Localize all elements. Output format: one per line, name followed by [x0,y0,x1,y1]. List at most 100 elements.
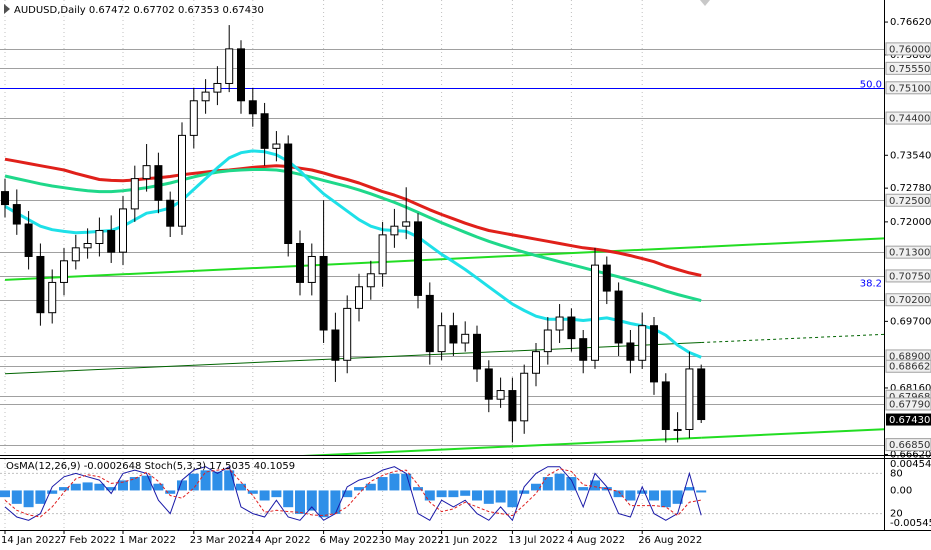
level-label: 0.68900 [889,351,930,362]
candle-body [201,91,210,102]
osma-bar [696,490,707,493]
level-box [885,397,931,411]
price-panel [0,0,884,455]
osma-bar [318,490,329,518]
candle-body [484,368,493,400]
candle-body [555,316,564,331]
x-tick-label: 7 Feb 2022 [60,535,116,546]
osma-bar [637,490,648,494]
shift-marker [700,0,710,6]
osma-bar [129,477,140,491]
osma-bar [82,482,93,491]
candle-body [248,100,257,115]
header: AUDUSD,Daily 0.67472 0.67702 0.67353 0.6… [4,4,264,16]
osma-bar [295,490,305,514]
moving-average [4,168,702,303]
osma-bar [377,477,388,491]
y-tick-label: 0.72000 [890,217,931,228]
candle-body [119,208,127,253]
osma-bar [59,487,69,491]
candle-body [36,255,45,314]
osma-bar [472,490,482,501]
candle-body [343,307,352,361]
level-box [885,359,931,373]
level-label: 0.74400 [889,114,930,125]
osma-bar [566,477,577,491]
candle-body [567,316,576,340]
candle-body [697,368,706,421]
candle-body [189,100,198,136]
osma-bar [247,490,258,494]
osma-bar [23,490,34,508]
candle-body [543,329,552,353]
candle-body [461,333,470,344]
candle-body [154,165,163,201]
candle-body [532,351,540,374]
current-price-box [886,413,931,426]
level-label: 0.68662 [889,362,930,373]
moving-average [4,157,702,277]
osma-bar [483,490,494,504]
candle-body [366,273,375,288]
candle-body [378,234,387,275]
osma-bar [106,487,117,491]
y-tick-label: 0.76620 [890,17,931,28]
candle-body [71,247,80,262]
candle-body [178,134,186,227]
header-icon [4,4,10,14]
current-price-label: 0.67430 [889,415,930,426]
osma-bar [684,487,695,491]
osma-bar [342,490,353,498]
candle-body [237,48,245,102]
osma-bar [236,483,246,491]
candle-body [508,390,517,422]
candle-body [355,286,363,309]
osma-bar [389,473,400,491]
osma-bar [554,473,565,491]
candle-body [425,294,434,353]
candle-body [307,255,316,283]
osma-bar [401,473,412,491]
candle-body [449,325,458,344]
level-box [885,245,931,259]
osma-bar [424,490,435,501]
y-tick-label: 0.66620 [890,450,931,461]
osma-bar [200,470,211,491]
osma-tick-label: 0.00 [890,485,912,496]
candle-body [591,264,599,361]
trend-line [4,245,702,281]
level-label: 0.76000 [889,44,930,55]
candle-body [437,325,446,353]
candle-body [402,221,411,227]
osma-bar [165,490,176,494]
osma-bar [177,480,187,491]
osma-bar [354,487,364,491]
candle-body [130,178,139,210]
candle-body [520,372,529,422]
candle-body [661,381,670,430]
candle-body [496,390,505,400]
oscillator-panel [0,459,884,529]
candle-body [95,230,104,245]
osma-bar [271,490,282,498]
level-box [885,293,931,307]
candle-body [650,325,658,383]
level-label: 0.75550 [889,64,930,75]
osma-bar [141,475,152,491]
fib-label: 50.0 [860,80,882,91]
candle-body [60,260,68,283]
osma-bar [259,490,270,501]
osma-bar [507,490,518,508]
candle-body [1,191,9,206]
x-tick-label: 14 Apr 2022 [249,535,311,546]
osma-bar [224,470,235,491]
trend-line [303,436,702,455]
candle-body [296,243,304,283]
osma-bar [283,490,294,508]
level-label: 0.67968 [889,392,930,403]
candle-body [260,113,269,149]
level-label: 0.70750 [889,271,930,282]
trend-line-extension [701,237,884,248]
